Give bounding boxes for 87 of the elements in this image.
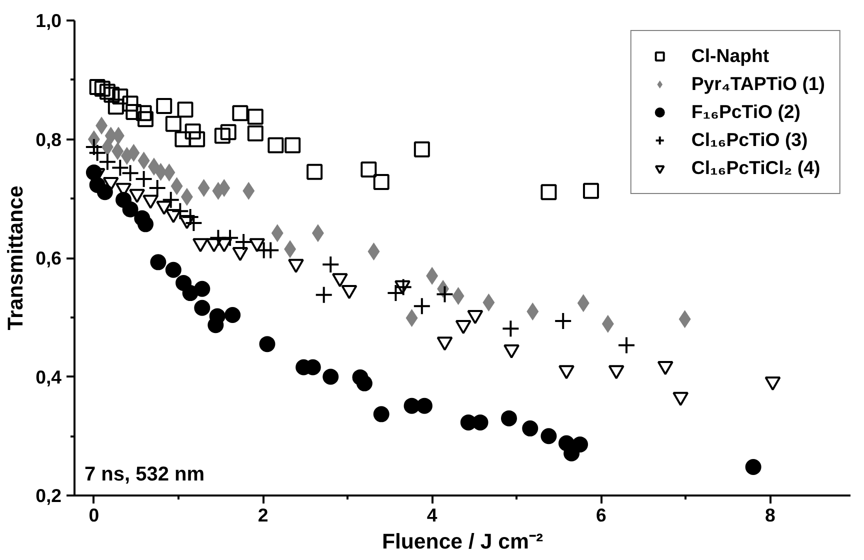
y-tick-label: 0,2 bbox=[36, 485, 62, 506]
point bbox=[540, 184, 557, 200]
legend-label: Cl₁₆PcTiO (3) bbox=[691, 129, 808, 151]
point bbox=[224, 307, 241, 323]
y-tick-label: 1,0 bbox=[36, 10, 62, 31]
point bbox=[436, 285, 454, 304]
point bbox=[134, 170, 153, 188]
point bbox=[96, 184, 113, 200]
legend-label: F₁₆PcTiO (2) bbox=[691, 101, 801, 123]
point bbox=[184, 124, 201, 140]
point bbox=[138, 216, 154, 232]
y-tick-label: 0,6 bbox=[36, 248, 62, 268]
y-tick-label: 0,8 bbox=[36, 128, 62, 150]
point bbox=[322, 256, 340, 274]
point bbox=[84, 138, 103, 156]
point bbox=[554, 312, 572, 330]
point bbox=[112, 88, 128, 104]
point bbox=[306, 164, 323, 180]
point bbox=[322, 368, 339, 385]
point bbox=[194, 280, 210, 297]
point bbox=[194, 300, 210, 316]
x-axis-title: Fluence / J cm⁻² bbox=[382, 530, 544, 554]
point bbox=[232, 105, 248, 122]
point bbox=[582, 182, 599, 199]
point bbox=[98, 152, 116, 171]
y-axis-title: Transmittance bbox=[4, 186, 28, 330]
point bbox=[259, 336, 276, 352]
annotation: 7 ns, 532 nm bbox=[84, 464, 205, 486]
point bbox=[88, 144, 106, 162]
point bbox=[177, 102, 194, 118]
x-tick-label: 4 bbox=[426, 504, 438, 526]
x-tick-label: 2 bbox=[258, 504, 268, 526]
point bbox=[262, 241, 280, 260]
point bbox=[472, 414, 488, 430]
point bbox=[373, 406, 390, 422]
legend-label: Cl-Napht bbox=[691, 45, 770, 67]
point bbox=[412, 297, 431, 316]
point bbox=[181, 208, 200, 226]
point bbox=[502, 320, 520, 338]
x-tick-label: 8 bbox=[765, 504, 776, 526]
point bbox=[174, 131, 191, 148]
point bbox=[138, 111, 154, 128]
point bbox=[284, 137, 301, 154]
point bbox=[122, 201, 138, 218]
point bbox=[540, 428, 557, 444]
point bbox=[184, 214, 203, 232]
point bbox=[247, 108, 264, 125]
point bbox=[156, 98, 172, 114]
x-tick-label: 6 bbox=[596, 504, 606, 526]
point bbox=[356, 375, 372, 392]
point bbox=[314, 286, 333, 304]
point bbox=[214, 128, 230, 144]
point bbox=[522, 420, 538, 436]
point bbox=[500, 410, 517, 426]
point bbox=[220, 124, 236, 140]
point bbox=[189, 131, 206, 148]
point bbox=[104, 86, 120, 103]
point bbox=[404, 398, 420, 414]
point bbox=[165, 116, 182, 132]
point bbox=[617, 336, 636, 354]
point bbox=[122, 96, 138, 112]
point bbox=[126, 104, 142, 120]
point bbox=[171, 202, 190, 220]
point bbox=[99, 84, 116, 100]
point bbox=[360, 162, 377, 178]
point bbox=[162, 190, 180, 209]
point bbox=[94, 80, 110, 97]
x-tick-label: 0 bbox=[88, 504, 100, 526]
point bbox=[234, 232, 253, 251]
point bbox=[373, 174, 390, 190]
legend-label: Cl₁₆PcTiCl₂ (4) bbox=[691, 157, 820, 179]
point bbox=[108, 98, 124, 115]
point bbox=[165, 262, 182, 278]
point bbox=[745, 459, 762, 475]
point bbox=[148, 178, 166, 197]
legend-label: Pyr₄TAPTiO (1) bbox=[691, 73, 825, 95]
point bbox=[89, 79, 106, 95]
point bbox=[111, 158, 130, 177]
y-tick-label: 0,4 bbox=[36, 366, 62, 388]
point bbox=[136, 105, 152, 122]
point bbox=[414, 141, 430, 158]
point bbox=[268, 137, 284, 154]
point bbox=[121, 164, 140, 182]
point bbox=[150, 254, 166, 270]
point bbox=[416, 398, 432, 414]
point bbox=[221, 228, 240, 247]
point bbox=[247, 125, 264, 142]
